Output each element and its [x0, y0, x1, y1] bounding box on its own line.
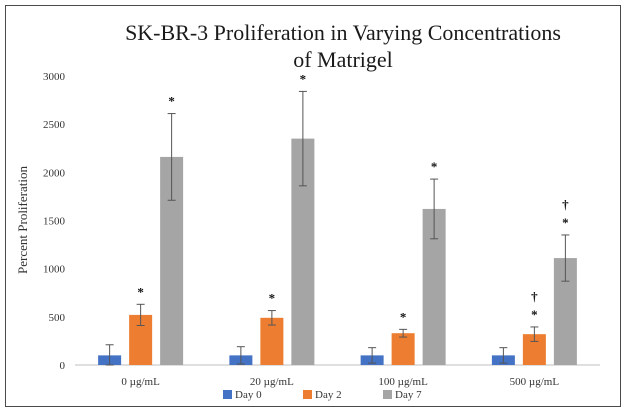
bar-day-2	[522, 334, 546, 365]
x-tick-label: 100 µg/mL	[378, 376, 428, 388]
significance-marker: *	[300, 71, 307, 86]
significance-marker: *	[431, 159, 438, 174]
bar-day-2	[260, 317, 284, 365]
legend-swatch-day-7	[383, 390, 392, 399]
y-tick-label: 1500	[43, 216, 66, 228]
bar-day-7	[553, 258, 577, 365]
chart-title-line-2: of Matrigel	[293, 47, 393, 72]
plot-area: 0 500 1000 1500 2000 2500 3000 * * 0 µg/mL * * 20 µg…	[43, 71, 600, 388]
bar-day-7	[160, 156, 184, 365]
bar-day-7	[422, 208, 446, 365]
legend-label: Day 2	[315, 389, 342, 401]
y-tick-label: 500	[49, 312, 66, 324]
significance-marker: *	[562, 215, 569, 230]
legend-swatch-day-0	[223, 390, 232, 399]
significance-marker: *	[400, 309, 407, 324]
y-tick-label: 1000	[43, 264, 66, 276]
y-tick-label: 0	[60, 360, 66, 372]
legend-swatch-day-2	[303, 390, 312, 399]
bar-day-2	[129, 314, 153, 365]
x-tick-label: 500 µg/mL	[510, 376, 560, 388]
significance-marker: *	[269, 291, 276, 306]
significance-marker: *	[168, 94, 175, 109]
chart-title-line-1: SK-BR-3 Proliferation in Varying Concent…	[125, 20, 561, 45]
significance-marker: †	[531, 289, 538, 304]
legend-label: Day 7	[395, 389, 422, 401]
significance-marker: *	[531, 307, 538, 322]
y-tick-label: 2500	[43, 119, 66, 131]
bar-day-7	[291, 138, 315, 365]
y-tick-label: 3000	[43, 71, 66, 83]
y-axis-label: Percent Proliferation	[15, 166, 30, 274]
legend-label: Day 0	[235, 389, 262, 401]
y-tick-label: 2000	[43, 167, 66, 179]
x-tick-label: 20 µg/mL	[250, 376, 294, 388]
bar-day-2	[391, 333, 415, 365]
legend: Day 0 Day 2 Day 7	[223, 389, 422, 401]
x-tick-label: 0 µg/mL	[121, 376, 160, 388]
significance-marker: †	[562, 197, 569, 212]
significance-marker: *	[137, 284, 144, 299]
